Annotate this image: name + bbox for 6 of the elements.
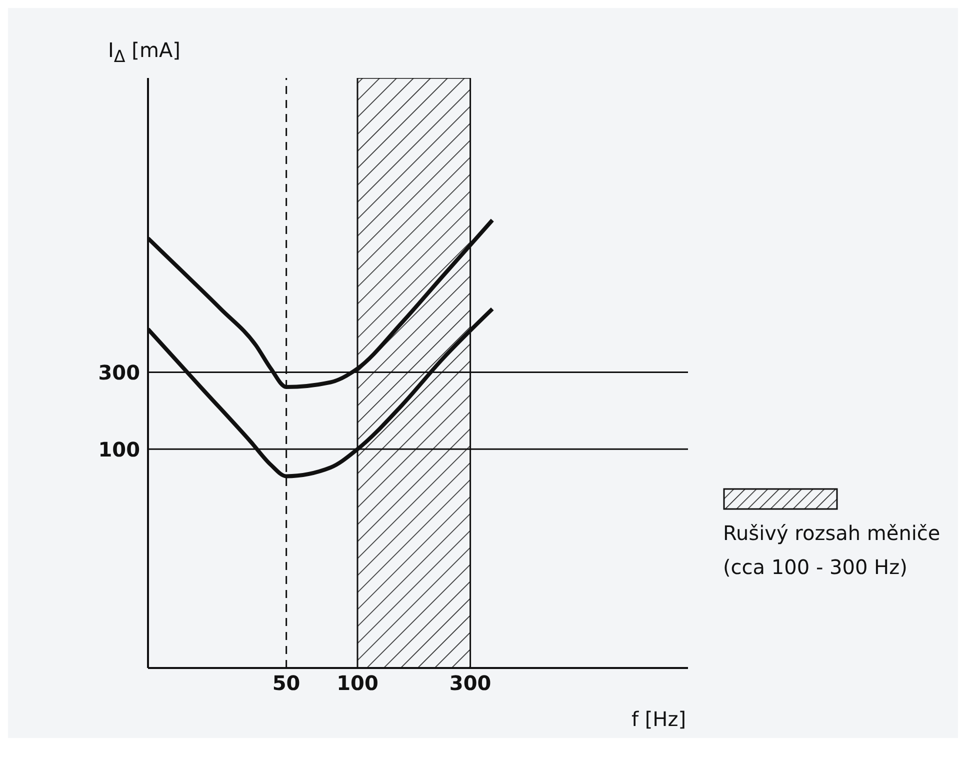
x-axis-title: f [Hz] — [631, 707, 686, 731]
band-label: Rušivý rozsah měniče (cca 100 - 300 Hz) — [723, 520, 942, 581]
x-tick-label: 100 — [336, 671, 378, 696]
x-tick-label: 300 — [449, 671, 492, 696]
x-tick-label: 50 — [272, 671, 300, 696]
y-axis-title: I$_{Δ}$ [mA] — [108, 38, 180, 66]
